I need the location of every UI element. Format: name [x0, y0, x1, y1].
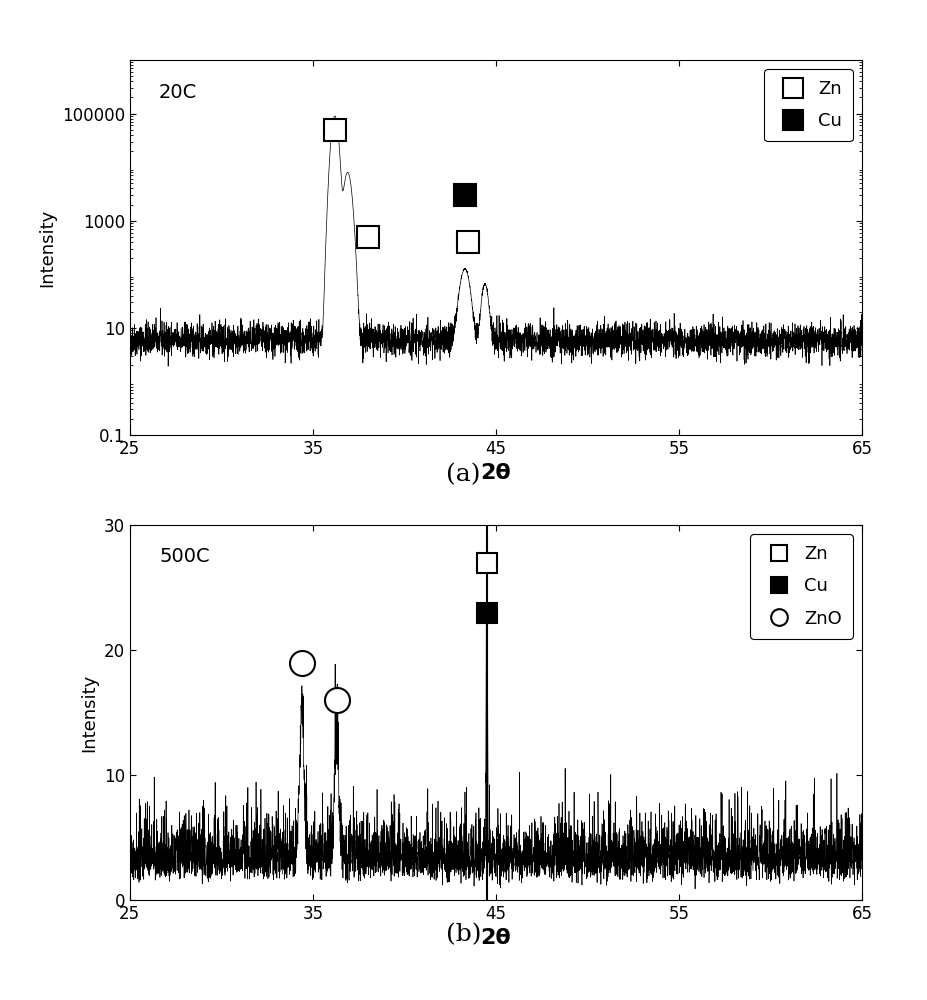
X-axis label: 2θ: 2θ — [480, 928, 512, 948]
Text: (a): (a) — [446, 464, 481, 487]
X-axis label: 2θ: 2θ — [480, 463, 512, 483]
Text: 500C: 500C — [159, 548, 210, 566]
Text: (b): (b) — [446, 924, 481, 946]
Y-axis label: Intensity: Intensity — [81, 673, 98, 752]
Text: 20C: 20C — [159, 83, 197, 102]
Y-axis label: Intensity: Intensity — [38, 208, 57, 287]
Legend: Zn, Cu, ZnO: Zn, Cu, ZnO — [750, 534, 853, 639]
Legend: Zn, Cu: Zn, Cu — [764, 69, 853, 141]
